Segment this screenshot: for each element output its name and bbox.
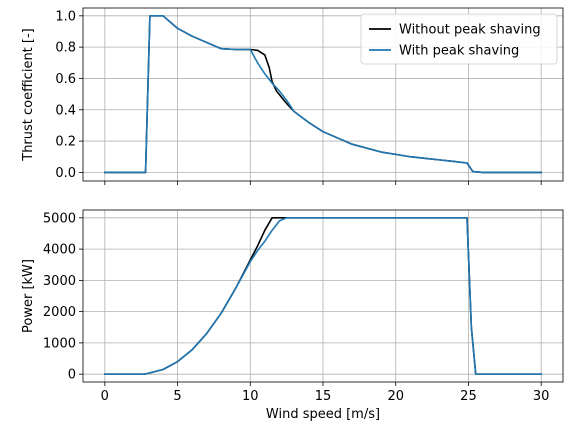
y-tick-label: 0.2	[55, 135, 76, 150]
series-line-with-peak-shaving	[104, 217, 542, 375]
y-tick-label: 0.8	[55, 41, 76, 56]
y-tick-label: 0.4	[55, 103, 76, 118]
legend: Without peak shaving With peak shaving	[360, 13, 558, 65]
x-tick-label: 5	[173, 389, 181, 404]
x-tick-label: 0	[101, 389, 109, 404]
y-tick-label: 0.0	[55, 166, 76, 181]
series-line-with-peak-shaving	[104, 15, 542, 174]
legend-label: With peak shaving	[399, 44, 519, 59]
legend-box	[360, 13, 558, 65]
legend-label: Without peak shaving	[399, 23, 541, 38]
thrust-coefficient-plot: 0.0 0.2 0.4 0.6 0.8 1.0 Thrust coefficient [-]…	[21, 7, 564, 185]
y-tick-label: 1.0	[55, 9, 76, 24]
power-plot: 0 5 10 15 20 25 30 0 1000 2000 3000 4000 5000 Power […	[21, 209, 564, 422]
y-tick-label: 4000	[43, 243, 76, 258]
x-tick-label: 20	[387, 389, 404, 404]
y-axis-label: Thrust coefficient [-]	[21, 28, 36, 162]
x-tick-label: 25	[460, 389, 477, 404]
y-tick-label: 0	[68, 368, 76, 383]
y-tick-label: 2000	[43, 305, 76, 320]
y-tick-label: 0.6	[55, 72, 76, 87]
x-tick-label: 30	[533, 389, 550, 404]
y-axis-label: Power [kW]	[21, 259, 36, 333]
x-tick-label: 10	[242, 389, 259, 404]
y-tick-label: 1000	[43, 336, 76, 351]
y-tick-label: 5000	[43, 211, 76, 226]
y-tick-label: 3000	[43, 274, 76, 289]
x-tick-label: 15	[315, 389, 332, 404]
x-axis-label: Wind speed [m/s]	[266, 407, 380, 422]
